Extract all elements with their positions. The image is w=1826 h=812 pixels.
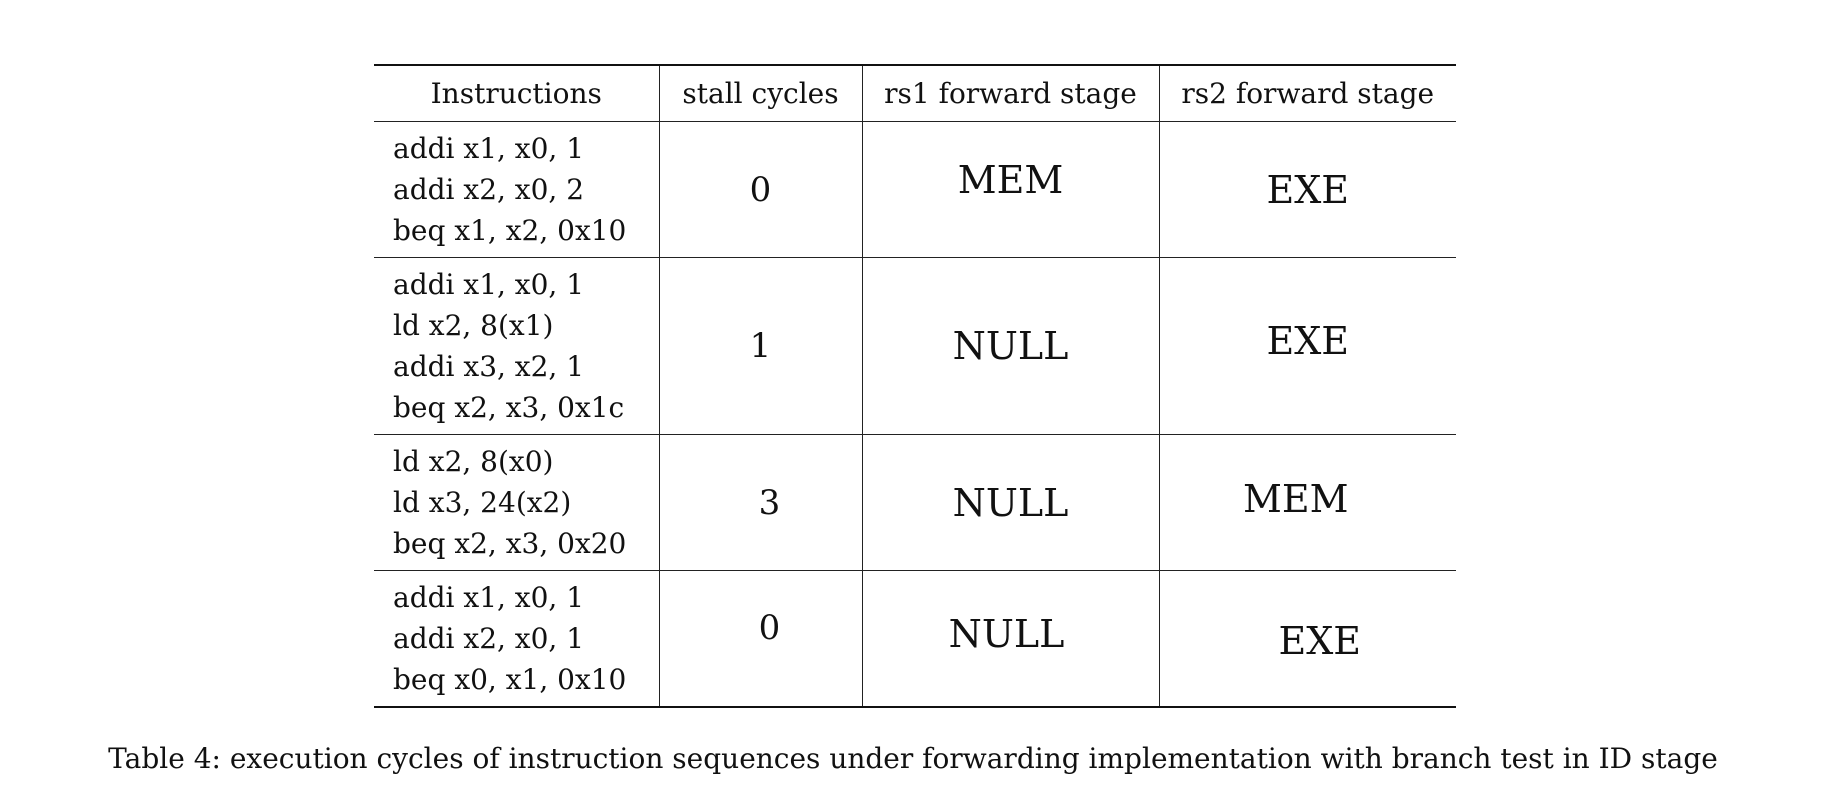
rs2-stage-value: EXE	[1266, 319, 1350, 363]
rs2-forward-stage-cell: MEM	[1158, 434, 1456, 571]
table-row: ld x2, 8(x0) ld x3, 24(x2) beq x2, x3, 0…	[374, 434, 1456, 571]
rs1-forward-stage-cell: NULL	[861, 257, 1160, 435]
table-row: addi x1, x0, 1 addi x2, x0, 1 beq x0, x1…	[374, 570, 1456, 708]
instruction-line: beq x0, x1, 0x10	[393, 662, 627, 696]
rs1-stage-value: NULL	[948, 612, 1065, 657]
rs1-forward-stage-cell: NULL	[861, 434, 1160, 571]
rs2-stage-value: MEM	[1242, 476, 1349, 521]
table-row: addi x1, x0, 1 addi x2, x0, 2 beq x1, x2…	[374, 121, 1456, 258]
stall-cycles-cell: 3	[658, 434, 863, 571]
rs1-stage-value: MEM	[957, 157, 1064, 202]
instruction-line: ld x2, 8(x0)	[393, 445, 554, 478]
stall-cycles-cell: 1	[658, 257, 863, 435]
instruction-line: addi x1, x0, 1	[393, 268, 585, 301]
instruction-line: ld x3, 24(x2)	[393, 486, 572, 519]
rs2-forward-stage-cell: EXE	[1158, 257, 1456, 435]
instruction-line: addi x3, x2, 1	[393, 350, 585, 383]
rs2-stage-value: EXE	[1278, 619, 1362, 664]
stall-cycles-value: 0	[758, 608, 781, 649]
rs1-stage-value: NULL	[952, 480, 1069, 525]
instruction-line: ld x2, 8(x1)	[393, 309, 554, 342]
instruction-line: beq x1, x2, 0x10	[393, 214, 627, 247]
stall-cycles-cell: 0	[658, 121, 863, 258]
table-header-row: Instructions stall cycles rs1 forward st…	[374, 64, 1456, 122]
rs1-forward-stage-cell: NULL	[861, 570, 1160, 708]
instructions-cell: addi x1, x0, 1 addi x2, x0, 1 beq x0, x1…	[374, 570, 660, 708]
instruction-line: beq x2, x3, 0x1c	[393, 391, 625, 424]
table-row: addi x1, x0, 1 ld x2, 8(x1) addi x3, x2,…	[374, 257, 1456, 435]
rs2-forward-stage-cell: EXE	[1158, 570, 1456, 708]
instructions-cell: addi x1, x0, 1 ld x2, 8(x1) addi x3, x2,…	[374, 257, 660, 435]
rs2-stage-value: EXE	[1266, 167, 1350, 212]
instruction-line: addi x1, x0, 1	[393, 580, 585, 614]
instruction-line: beq x2, x3, 0x20	[393, 527, 627, 560]
header-stall-cycles: stall cycles	[658, 64, 863, 122]
header-rs2-forward-stage: rs2 forward stage	[1158, 64, 1456, 122]
rs2-forward-stage-cell: EXE	[1158, 121, 1456, 258]
instructions-cell: ld x2, 8(x0) ld x3, 24(x2) beq x2, x3, 0…	[374, 434, 660, 571]
instruction-line: addi x2, x0, 2	[393, 173, 585, 206]
rs1-forward-stage-cell: MEM	[861, 121, 1160, 258]
instruction-line: addi x1, x0, 1	[393, 132, 585, 165]
forwarding-table: Instructions stall cycles rs1 forward st…	[374, 64, 1456, 708]
header-instructions: Instructions	[374, 64, 660, 122]
rs1-stage-value: NULL	[952, 324, 1069, 368]
table-caption: Table 4: execution cycles of instruction…	[108, 742, 1718, 775]
instructions-cell: addi x1, x0, 1 addi x2, x0, 2 beq x1, x2…	[374, 121, 660, 258]
instruction-line: addi x2, x0, 1	[393, 621, 585, 655]
header-rs1-forward-stage: rs1 forward stage	[861, 64, 1160, 122]
stall-cycles-cell: 0	[658, 570, 863, 708]
